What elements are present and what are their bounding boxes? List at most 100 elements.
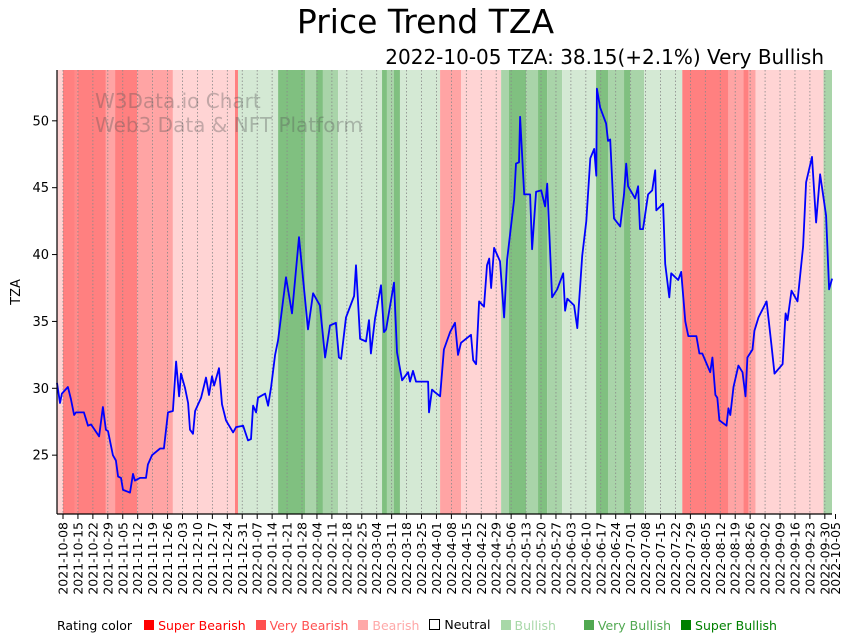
x-tick-label: 2022-09-16 xyxy=(787,522,802,595)
rating-band xyxy=(755,70,824,514)
rating-band xyxy=(596,70,609,514)
x-tick-label: 2022-01-21 xyxy=(280,522,295,595)
legend-label: Neutral xyxy=(444,617,491,632)
axes xyxy=(56,70,832,515)
x-tick-label: 2022-02-04 xyxy=(309,522,324,595)
x-tick-label: 2022-03-11 xyxy=(384,522,399,595)
x-tick-label: 2021-12-31 xyxy=(235,522,250,595)
y-tick-label: 45 xyxy=(32,181,49,196)
rating-band xyxy=(630,70,645,514)
rating-band xyxy=(728,70,744,514)
legend: Rating color Super Bearish Very Bearish Be… xyxy=(57,617,781,633)
legend-label: Super Bullish xyxy=(695,617,777,633)
legend-item: Super Bullish xyxy=(675,618,777,633)
x-tick-label: 2022-08-12 xyxy=(713,522,728,595)
legend-label: Very Bearish xyxy=(269,617,349,633)
legend-item: Neutral xyxy=(423,617,491,632)
x-tick-label: 2021-10-08 xyxy=(56,522,71,595)
y-tick-label: 35 xyxy=(32,315,49,330)
x-tick-label: 2022-10-05 xyxy=(828,522,843,595)
rating-band xyxy=(823,70,832,514)
x-tick-label: 2021-11-12 xyxy=(130,522,145,595)
legend-swatch xyxy=(144,620,155,630)
rating-band xyxy=(77,70,106,514)
x-tick-label: 2022-05-13 xyxy=(519,522,534,595)
x-tick-label: 2021-10-22 xyxy=(85,522,100,595)
x-tick-label: 2022-08-19 xyxy=(728,522,743,595)
x-tick-label: 2022-05-27 xyxy=(548,522,563,595)
x-tick-label: 2022-06-24 xyxy=(608,522,623,595)
x-tick-label: 2022-07-01 xyxy=(623,522,638,595)
y-axis-label: TZA xyxy=(9,279,24,306)
x-tick-label: 2021-10-15 xyxy=(70,522,85,595)
rating-band xyxy=(63,70,75,514)
rating-band xyxy=(304,70,317,514)
legend-swatch xyxy=(358,620,369,630)
rating-band xyxy=(322,70,339,514)
legend-swatch xyxy=(681,620,692,630)
x-tick-label: 2022-03-04 xyxy=(369,522,384,595)
watermark-line-2: Web3 Data & NFT Platform xyxy=(95,113,363,137)
rating-band xyxy=(115,70,138,514)
rating-band xyxy=(748,70,756,514)
x-tick-label: 2022-09-02 xyxy=(758,522,773,595)
x-tick-label: 2022-06-17 xyxy=(593,522,608,595)
x-ticks: 2021-10-08 2021-10-15 2021-10-22 2021-10-29… xyxy=(56,514,843,595)
x-tick-label: 2022-04-22 xyxy=(474,522,489,595)
rating-band xyxy=(316,70,323,514)
x-tick-label: 2022-05-20 xyxy=(534,522,549,595)
legend-item: Bullish xyxy=(495,618,556,633)
rating-band xyxy=(105,70,116,514)
x-tick-label: 2021-12-17 xyxy=(205,522,220,595)
legend-label: Very Bullish xyxy=(597,617,672,633)
rating-band xyxy=(382,70,387,514)
price-line xyxy=(56,87,833,494)
rating-band xyxy=(399,70,441,514)
rating-band xyxy=(386,70,394,514)
rating-band xyxy=(440,70,461,514)
x-tick-label: 2021-11-19 xyxy=(145,522,160,595)
rating-band xyxy=(644,70,683,514)
legend-swatch xyxy=(429,619,441,630)
legend-swatch xyxy=(583,620,594,630)
x-tick-label: 2022-01-07 xyxy=(250,522,265,595)
legend-item: Very Bearish xyxy=(250,617,349,633)
x-tick-label: 2022-03-25 xyxy=(414,522,429,595)
legend-swatch xyxy=(255,620,266,630)
price-series-line xyxy=(56,87,833,494)
legend-label: Super Bearish xyxy=(158,617,246,633)
x-tick-label: 2022-09-30 xyxy=(817,522,832,595)
x-tick-label: 2022-04-01 xyxy=(429,522,444,595)
watermark: W3Data.io Chart Web3 Data & NFT Platform xyxy=(95,89,363,137)
legend-label: Bearish xyxy=(372,617,420,633)
chart-subtitle: 2022-10-05 TZA: 38.15(+2.1%) Very Bullis… xyxy=(385,45,824,69)
rating-band xyxy=(74,70,78,514)
x-tick-label: 2022-06-10 xyxy=(578,522,593,595)
x-tick-label: 2022-02-11 xyxy=(324,522,339,595)
chart-title: Price Trend TZA xyxy=(296,2,555,41)
x-tick-label: 2022-08-26 xyxy=(743,522,758,595)
rating-band xyxy=(278,70,305,514)
rating-band xyxy=(172,70,236,514)
x-tick-label: 2022-09-09 xyxy=(773,522,788,595)
x-tick-label: 2022-07-22 xyxy=(668,522,683,595)
y-tick-label: 50 xyxy=(32,114,49,129)
legend-swatch xyxy=(500,620,511,630)
legend-label: Bullish xyxy=(514,617,556,633)
x-tick-label: 2022-04-29 xyxy=(489,522,504,595)
x-tick-label: 2022-06-03 xyxy=(563,522,578,595)
x-tick-label: 2022-01-14 xyxy=(265,522,280,595)
x-tick-label: 2022-04-08 xyxy=(444,522,459,595)
x-tick-label: 2021-12-24 xyxy=(220,522,235,595)
x-tick-label: 2022-02-18 xyxy=(339,522,354,595)
x-tick-label: 2022-07-08 xyxy=(638,522,653,595)
x-tick-label: 2021-12-10 xyxy=(190,522,205,595)
legend-item: Super Bearish xyxy=(138,618,246,633)
y-ticks: 25 30 35 40 45 50 xyxy=(32,114,57,464)
x-tick-label: 2022-01-28 xyxy=(295,522,310,595)
watermark-line-1: W3Data.io Chart xyxy=(95,89,261,113)
rating-band xyxy=(538,70,548,514)
y-tick-label: 40 xyxy=(32,248,49,263)
rating-band xyxy=(57,70,63,514)
